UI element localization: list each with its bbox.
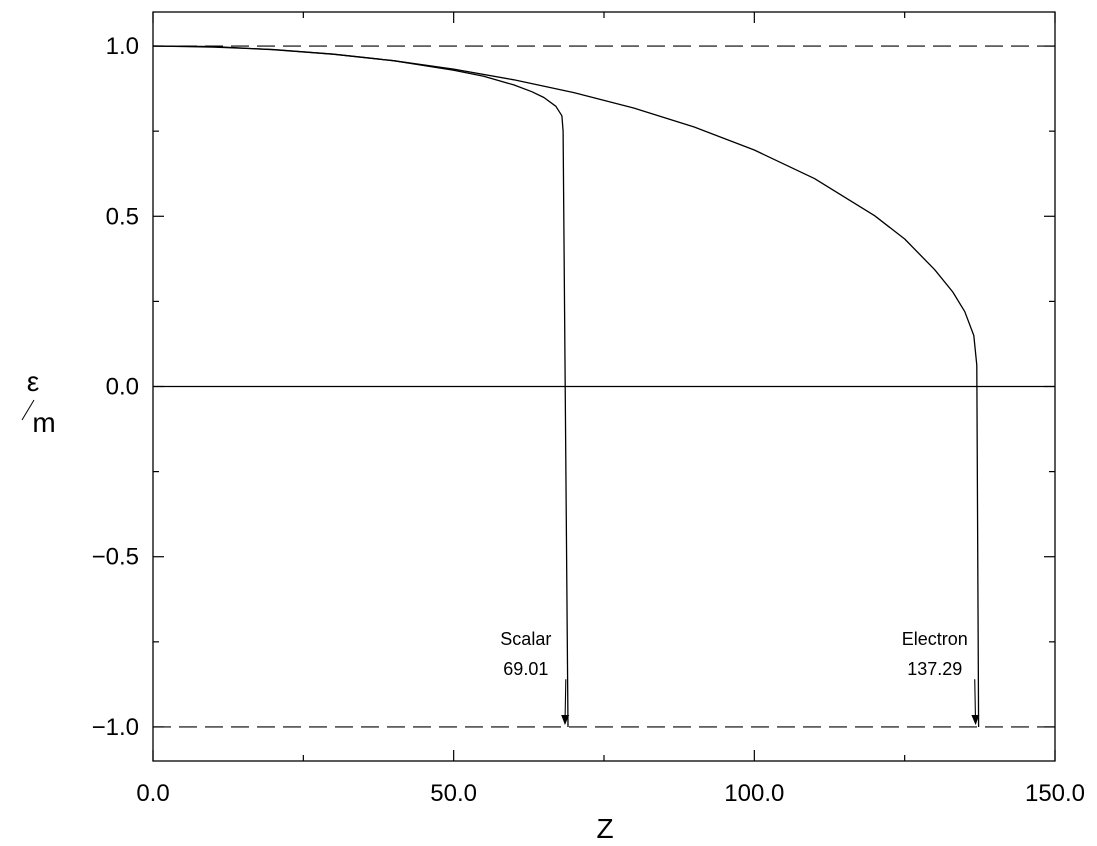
y-tick-label-1: −0.5 xyxy=(92,544,139,571)
tick-labels: 0.0 50.0 100.0 150.0 −1.0 −0.5 0.0 0.5 1.0 xyxy=(92,33,1085,807)
y-axis-title-numerator: ε xyxy=(27,366,39,397)
y-tick-label-0: −1.0 xyxy=(92,714,139,741)
annotation-label-1: Electron xyxy=(902,629,968,649)
series-layer xyxy=(152,45,980,728)
annotation-arrow-0 xyxy=(561,679,570,725)
annotation-value-1: 137.29 xyxy=(907,659,962,679)
annotation-label-0: Scalar xyxy=(500,629,551,649)
x-tick-label-0: 0.0 xyxy=(136,780,169,807)
annotation-value-0: 69.01 xyxy=(503,659,548,679)
x-tick-label-1: 50.0 xyxy=(430,780,477,807)
y-tick-label-2: 0.0 xyxy=(106,374,139,401)
annotation-arrow-1 xyxy=(971,679,980,725)
x-axis-title: Z xyxy=(596,813,613,844)
y-tick-label-4: 1.0 xyxy=(106,33,139,60)
series-line-1 xyxy=(152,45,980,728)
x-tick-label-2: 100.0 xyxy=(724,780,784,807)
y-axis-title-denominator: m xyxy=(32,407,55,438)
y-tick-label-3: 0.5 xyxy=(106,203,139,230)
ticks xyxy=(152,12,1056,761)
annotations: Scalar 69.01 Electron 137.29 xyxy=(500,629,980,725)
x-tick-label-3: 150.0 xyxy=(1025,780,1085,807)
reference-lines xyxy=(153,45,1055,728)
y-axis-title-bar xyxy=(21,399,35,421)
